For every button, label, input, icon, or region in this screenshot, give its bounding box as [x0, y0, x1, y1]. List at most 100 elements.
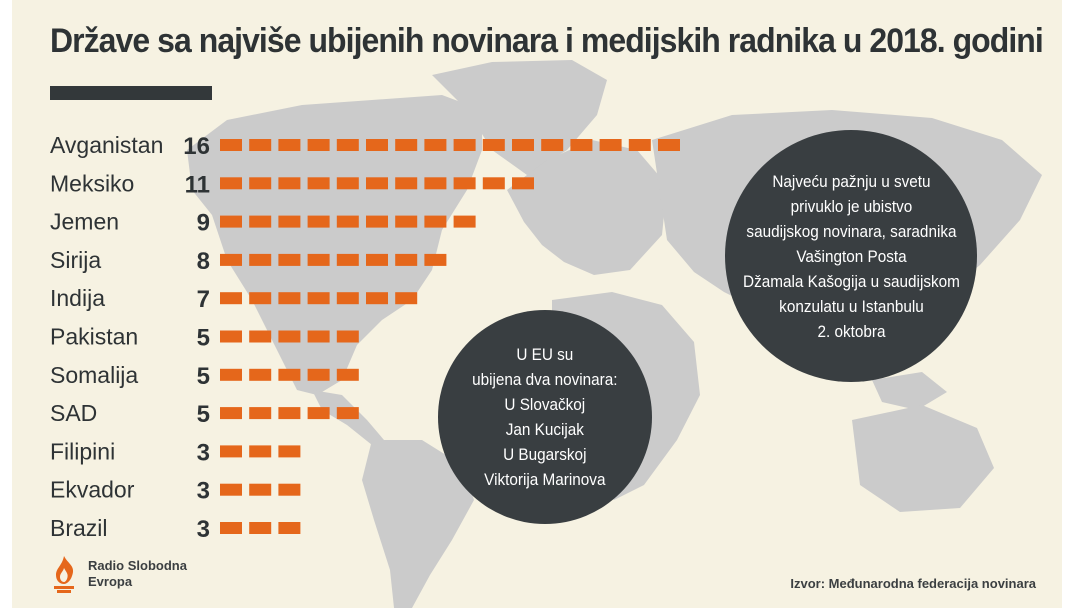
bar-block: [453, 215, 476, 228]
bar-block: [249, 407, 272, 420]
bar-block: [249, 292, 272, 305]
bar-block: [278, 368, 301, 381]
bar-block: [220, 407, 242, 420]
saudi-annotation-line: konzulatu u Istanbulu: [778, 296, 924, 316]
value-label-ekvador: 3: [197, 478, 210, 505]
value-label-somalija: 5: [197, 363, 210, 390]
title-accent-bar: [50, 86, 212, 100]
saudi-annotation-line: saudijskog novinara, saradnika: [745, 221, 957, 241]
bar-block: [278, 330, 301, 343]
value-label-sirija: 8: [197, 248, 210, 275]
bar-block: [395, 177, 418, 190]
bar-block: [307, 407, 330, 420]
bar-block: [220, 215, 242, 228]
value-label-sad: 5: [197, 401, 210, 428]
bar-pakistan: [220, 330, 359, 343]
saudi-annotation-bubble: Najveću pažnju u svetu privuklo je ubist…: [725, 130, 977, 382]
bar-block: [278, 177, 301, 190]
bar-block: [307, 368, 330, 381]
bar-block: [424, 139, 447, 151]
bar-block: [307, 253, 330, 266]
world-map-background: [187, 60, 1042, 608]
category-label-ekvador: Ekvador: [50, 477, 135, 503]
bar-block: [278, 253, 301, 266]
bar-block: [220, 368, 242, 381]
bar-block: [628, 139, 651, 151]
bar-block: [249, 522, 272, 534]
bar-block: [336, 292, 359, 305]
bar-block: [249, 445, 272, 458]
bar-block: [366, 215, 388, 228]
infographic: Države sa najviše ubijenih novinara i me…: [12, 0, 1062, 608]
bar-block: [453, 177, 476, 190]
bar-block: [220, 483, 242, 496]
bar-block: [220, 292, 242, 305]
bar-block: [366, 177, 388, 190]
value-label-indija: 7: [197, 286, 210, 313]
bar-meksiko: [220, 177, 534, 190]
eu-annotation-line: U Slovačkoj: [504, 395, 586, 414]
bar-indija: [220, 292, 418, 305]
saudi-annotation-line: privuklo je ubistvo: [790, 196, 912, 216]
rfe-logo: Radio Slobodna Evropa: [46, 554, 187, 594]
saudi-annotation-line: 2. oktobra: [816, 321, 886, 341]
bar-block: [395, 215, 418, 228]
bar-block: [482, 139, 505, 151]
saudi-annotation-line: Najveću pažnju u svetu: [771, 171, 931, 191]
bar-block: [424, 253, 447, 266]
bar-block: [307, 139, 330, 151]
bar-block: [336, 253, 359, 266]
bar-block: [278, 522, 301, 534]
bar-block: [249, 330, 272, 343]
bar-block: [220, 253, 242, 266]
bar-block: [249, 177, 272, 190]
bar-block: [366, 292, 388, 305]
bar-block: [249, 483, 272, 496]
category-label-avganistan: Avganistan: [50, 132, 163, 158]
eu-annotation-line: U EU su: [516, 345, 574, 364]
bar-block: [278, 215, 301, 228]
category-label-brazil: Brazil: [50, 515, 108, 541]
bar-block: [278, 445, 301, 458]
bar-block: [395, 292, 418, 305]
bar-block: [424, 215, 447, 228]
eu-annotation-line: U Bugarskoj: [503, 445, 587, 464]
bar-block: [278, 292, 301, 305]
bar-somalija: [220, 368, 359, 381]
category-label-indija: Indija: [50, 285, 105, 311]
bar-block: [482, 177, 505, 190]
bar-block: [278, 483, 301, 496]
category-label-sad: SAD: [50, 400, 97, 426]
value-label-jemen: 9: [197, 210, 210, 237]
bar-avganistan: [220, 139, 680, 151]
bar-block: [336, 215, 359, 228]
bar-block: [249, 215, 272, 228]
value-label-filipini: 3: [197, 439, 210, 466]
source-note: Izvor: Međunarodna federacija novinara: [790, 576, 1036, 591]
eu-annotation-line: Jan Kucijak: [505, 420, 585, 439]
bar-block: [336, 177, 359, 190]
bar-block: [307, 292, 330, 305]
value-label-avganistan: 16: [183, 133, 210, 160]
bar-sirija: [220, 253, 447, 266]
bar-brazil: [220, 522, 301, 534]
bar-block: [424, 177, 447, 190]
bar-block: [336, 139, 359, 151]
bar-block: [336, 407, 359, 420]
bar-block: [220, 522, 242, 534]
page-title: Države sa najviše ubijenih novinara i me…: [50, 22, 1044, 60]
bar-block: [366, 139, 388, 151]
bar-block: [336, 368, 359, 381]
bar-jemen: [220, 215, 476, 228]
value-label-pakistan: 5: [197, 325, 210, 352]
bar-block: [249, 139, 272, 151]
eu-annotation-line: ubijena dva novinara:: [472, 370, 618, 389]
bar-block: [366, 253, 388, 266]
bar-block: [658, 139, 680, 151]
bar-block: [570, 139, 593, 151]
bar-block: [220, 330, 242, 343]
bar-block: [541, 139, 564, 151]
bar-block: [249, 368, 272, 381]
bar-block: [307, 177, 330, 190]
category-label-jemen: Jemen: [50, 209, 119, 235]
